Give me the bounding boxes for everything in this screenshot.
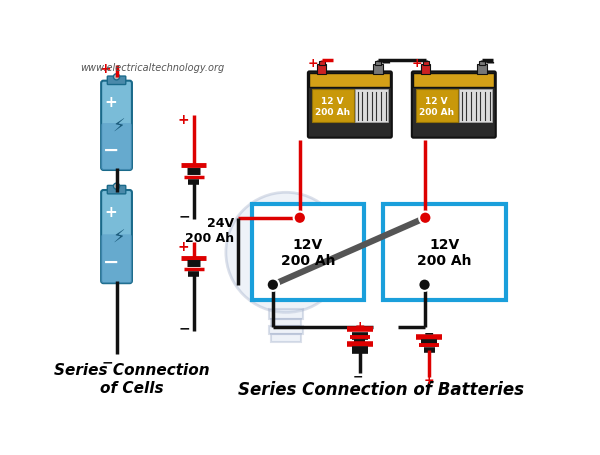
FancyBboxPatch shape: [101, 81, 132, 171]
Text: +: +: [178, 240, 190, 254]
Text: +: +: [424, 373, 434, 386]
Bar: [383, 204, 506, 300]
Bar: [479, 61, 485, 66]
Text: 12V
200 Ah: 12V 200 Ah: [418, 238, 472, 268]
Text: 12V
200 Ah: 12V 200 Ah: [281, 238, 335, 268]
Bar: [271, 319, 301, 327]
FancyBboxPatch shape: [412, 72, 496, 138]
Circle shape: [418, 279, 431, 291]
Text: −: −: [103, 140, 119, 159]
Text: −: −: [353, 369, 364, 382]
FancyBboxPatch shape: [101, 124, 132, 171]
FancyBboxPatch shape: [107, 77, 126, 86]
Text: −: −: [101, 355, 113, 369]
Bar: [310, 74, 390, 88]
Text: +: +: [105, 205, 118, 220]
Circle shape: [226, 193, 346, 313]
Bar: [312, 90, 354, 123]
Bar: [269, 327, 303, 334]
Circle shape: [266, 279, 279, 291]
Text: +: +: [411, 56, 422, 70]
Bar: [413, 74, 494, 88]
Bar: [317, 65, 326, 75]
Bar: [421, 65, 430, 75]
Bar: [319, 61, 325, 66]
Text: −: −: [380, 56, 391, 70]
Text: Series Connection of Batteries: Series Connection of Batteries: [238, 380, 524, 398]
Text: +: +: [307, 56, 318, 70]
Bar: [252, 204, 364, 300]
Text: Series Connection
of Cells: Series Connection of Cells: [54, 363, 210, 395]
FancyBboxPatch shape: [101, 235, 132, 283]
Bar: [477, 65, 487, 75]
Text: +: +: [178, 113, 190, 127]
Circle shape: [293, 212, 306, 224]
Text: −: −: [178, 209, 190, 223]
Text: 12 V
200 Ah: 12 V 200 Ah: [315, 97, 350, 116]
Text: +: +: [100, 61, 112, 76]
Text: ⚡: ⚡: [113, 228, 125, 246]
Bar: [375, 61, 381, 66]
Text: −: −: [424, 327, 434, 340]
Bar: [459, 90, 492, 123]
Text: 24V
200 Ah: 24V 200 Ah: [185, 217, 235, 245]
Circle shape: [419, 212, 431, 224]
FancyBboxPatch shape: [107, 186, 126, 194]
Text: −: −: [178, 320, 190, 334]
Text: +: +: [355, 319, 365, 332]
Bar: [422, 61, 429, 66]
FancyBboxPatch shape: [101, 191, 132, 283]
Bar: [355, 90, 388, 123]
Text: ⚡: ⚡: [113, 117, 125, 135]
Bar: [416, 90, 458, 123]
Text: −: −: [103, 253, 119, 271]
Bar: [373, 65, 383, 75]
Circle shape: [113, 184, 119, 190]
Text: +: +: [105, 95, 118, 110]
Text: 12 V
200 Ah: 12 V 200 Ah: [419, 97, 454, 116]
FancyBboxPatch shape: [308, 72, 392, 138]
Bar: [271, 334, 301, 342]
Bar: [269, 310, 303, 319]
Circle shape: [113, 75, 119, 81]
Text: www.electricaltechnology.org: www.electricaltechnology.org: [80, 63, 224, 73]
Text: −: −: [484, 56, 495, 70]
